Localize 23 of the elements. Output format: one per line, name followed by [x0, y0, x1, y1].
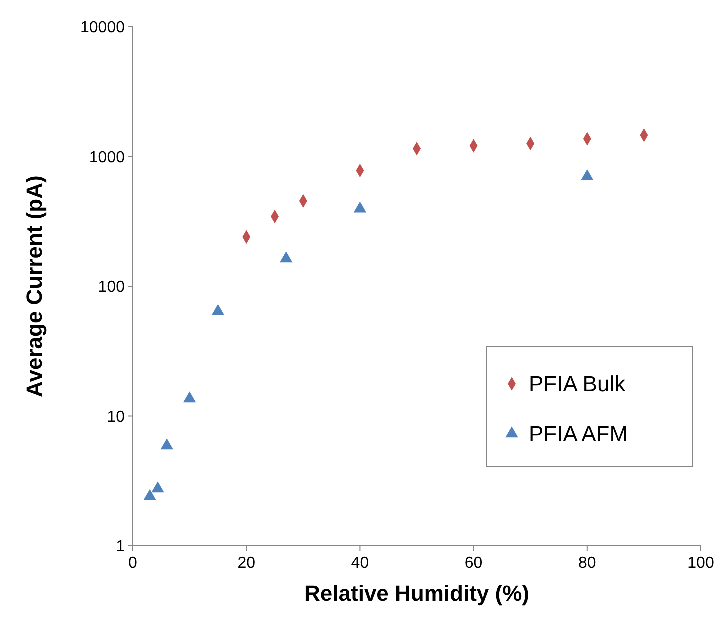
legend-label: PFIA AFM	[529, 422, 628, 447]
y-tick-label: 1	[116, 538, 126, 556]
point	[280, 252, 293, 263]
y-tick-label: 10000	[80, 20, 126, 37]
y-axis-title: Average Current (pA)	[22, 176, 47, 398]
y-tick-label: 100	[98, 279, 126, 296]
point	[183, 392, 196, 403]
point	[152, 482, 164, 493]
x-tick-label: 40	[351, 555, 370, 572]
point	[354, 202, 367, 213]
x-axis-title: Relative Humidity (%)	[304, 581, 530, 606]
y-tick-label: 1000	[89, 149, 126, 166]
x-tick-label: 80	[578, 555, 596, 572]
point	[160, 438, 174, 450]
x-tick-label: 100	[688, 555, 714, 572]
x-tick-label: 20	[238, 555, 256, 572]
legend-label: PFIA Bulk	[529, 372, 627, 397]
x-tick-label: 60	[464, 555, 483, 572]
x-tick-label: 0	[128, 555, 138, 572]
point	[581, 170, 594, 181]
point	[144, 489, 156, 500]
y-tick-label: 10	[107, 408, 126, 426]
point	[212, 304, 225, 316]
